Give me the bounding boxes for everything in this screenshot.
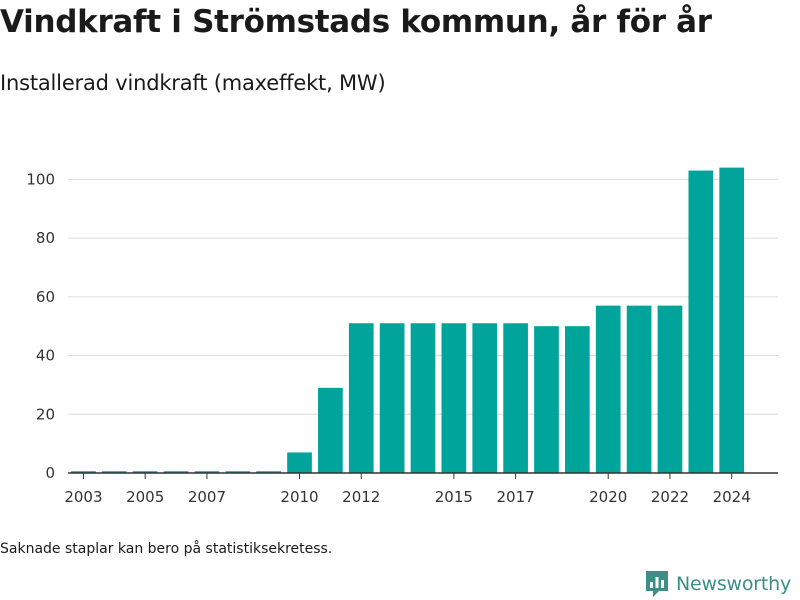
x-tick-label: 2010 [280,488,318,506]
bar [688,170,714,473]
bar [101,471,127,473]
chart-title: Vindkraft i Strömstads kommun, år för år [0,4,712,40]
x-tick-label: 2024 [713,488,751,506]
footnote: Saknade staplar kan bero på statistiksek… [0,541,333,557]
x-tick-label: 2012 [342,488,380,506]
bar [503,323,528,473]
x-tick-label: 2017 [497,488,535,506]
x-tick-label: 2015 [435,488,473,506]
newsworthy-logo-icon [646,571,668,597]
bar [287,452,312,473]
y-tick-label: 40 [36,347,55,365]
y-tick-label: 20 [36,405,55,423]
bar [534,326,559,473]
bar [595,305,621,473]
bar [194,471,220,473]
chart-subtitle: Installerad vindkraft (maxeffekt, MW) [0,71,386,95]
bar [657,305,683,473]
bar-chart: 0 20 40 60 80 100 2003 2005 2007 2010 2012 2015 2017… [26,167,778,506]
bar [441,323,467,473]
bar [379,323,405,473]
bar [472,323,498,473]
bar [565,326,590,473]
x-tick-label: 2003 [64,488,102,506]
x-tick-label: 2005 [126,488,164,506]
brand[interactable]: Newsworthy [644,568,791,600]
bar [626,305,652,473]
y-tick-label: 80 [36,229,55,247]
y-tick-label: 100 [26,170,55,188]
x-tick-label: 2022 [651,488,689,506]
y-tick-label: 0 [45,464,55,482]
x-tick-label: 2020 [589,488,627,506]
bar [225,471,251,473]
y-tick-label: 60 [36,288,55,306]
bar [719,167,745,474]
bar [71,471,96,473]
bar [256,471,281,473]
x-tick-label: 2007 [188,488,226,506]
bar [410,323,436,473]
bar [348,323,374,473]
bar [163,471,189,473]
bar [132,471,158,473]
bar [318,387,343,473]
brand-name: Newsworthy [676,573,792,595]
